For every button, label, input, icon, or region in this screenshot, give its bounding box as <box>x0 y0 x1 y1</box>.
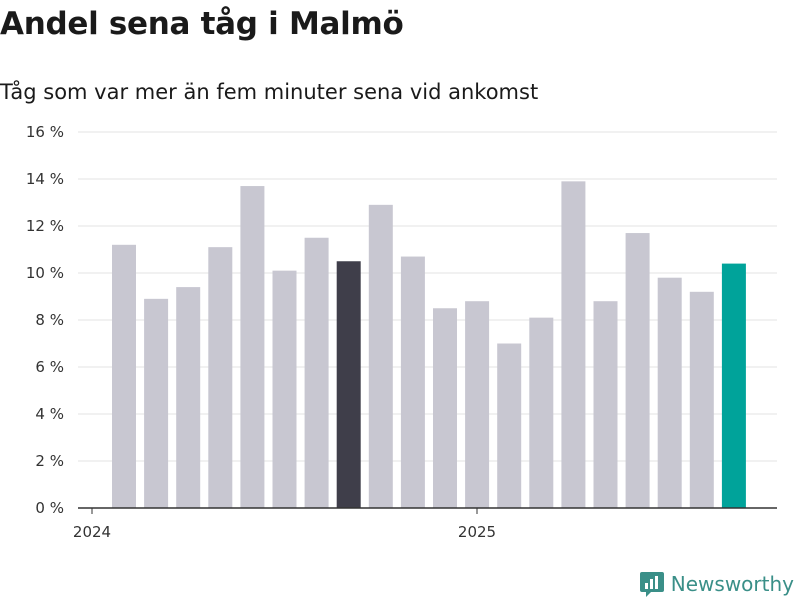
bar <box>465 301 490 508</box>
chart-subtitle: Tåg som var mer än fem minuter sena vid … <box>0 80 539 104</box>
y-tick-label: 16 % <box>26 123 64 141</box>
y-axis-ticks: 0 % 2 % 4 % 6 % 8 % 10 % 12 % 14 % 16 % <box>26 123 64 517</box>
bar <box>400 256 425 508</box>
y-tick-label: 2 % <box>35 452 64 470</box>
y-tick-label: 10 % <box>26 264 64 282</box>
newsworthy-logo-icon <box>639 572 664 597</box>
bar <box>304 237 329 508</box>
bar <box>721 263 746 508</box>
bar <box>625 233 650 509</box>
brand-logo: Newsworthy <box>639 569 794 599</box>
bar <box>112 244 136 509</box>
bar <box>272 270 297 508</box>
y-tick-label: 8 % <box>35 311 64 329</box>
bar <box>529 317 554 508</box>
bar <box>176 287 201 508</box>
bar <box>593 301 618 508</box>
bar <box>144 298 169 508</box>
y-tick-label: 14 % <box>26 170 64 188</box>
y-tick-label: 0 % <box>35 499 64 517</box>
y-tick-label: 6 % <box>35 358 64 376</box>
bar <box>657 277 682 508</box>
bar <box>433 308 457 508</box>
chart-title: Andel sena tåg i Malmö <box>0 6 404 42</box>
x-axis: 2024 2025 <box>73 507 777 541</box>
bar <box>368 204 393 508</box>
bars <box>112 181 746 509</box>
bar <box>561 181 586 508</box>
brand-name: Newsworthy <box>670 572 794 596</box>
x-tick-label: 2025 <box>458 523 496 541</box>
x-tick-label: 2024 <box>73 523 111 541</box>
bar <box>240 186 265 509</box>
bar <box>689 291 714 508</box>
y-tick-label: 4 % <box>35 405 64 423</box>
y-tick-label: 12 % <box>26 217 64 235</box>
bar <box>208 247 233 508</box>
bar <box>336 261 361 508</box>
bar <box>497 343 522 508</box>
